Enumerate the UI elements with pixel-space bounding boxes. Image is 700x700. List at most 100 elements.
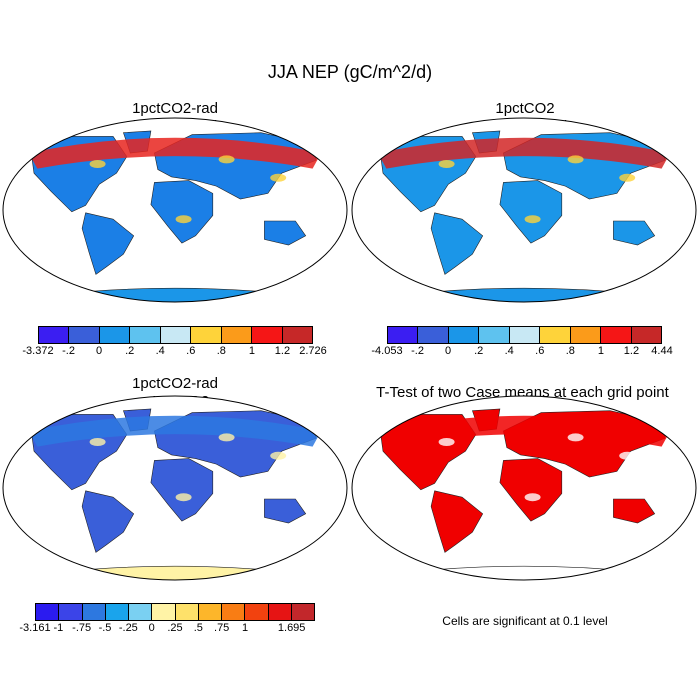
colorbar-swatch bbox=[508, 327, 540, 343]
antarctica-p2 bbox=[403, 287, 645, 302]
colorbar-swatch bbox=[39, 327, 69, 343]
colorbar-swatch bbox=[244, 604, 268, 620]
colorbar-swatch bbox=[539, 327, 570, 343]
colorbar-label: .2 bbox=[474, 345, 484, 357]
panel2-title-line1: 1pctCO2 bbox=[495, 100, 555, 117]
colorbar-label: 0 bbox=[148, 622, 155, 634]
colorbar-swatch bbox=[281, 327, 312, 343]
accent-patch-p2-3 bbox=[619, 173, 636, 182]
colorbar-swatch bbox=[220, 327, 252, 343]
colorbar-swatches bbox=[387, 326, 662, 344]
colorbar-panel-1: -3.372 -.2 0 .2 .4 .6 .8 1 1.2 2.726 bbox=[22, 326, 327, 358]
colorbar-label: -.2 bbox=[411, 345, 424, 357]
colorbar-label: .2 bbox=[125, 345, 135, 357]
continent-samerica-p3 bbox=[81, 490, 135, 553]
colorbar-label: .6 bbox=[535, 345, 545, 357]
colorbar-swatch bbox=[151, 604, 175, 620]
accent-patch-p2-1 bbox=[567, 155, 584, 164]
continent-africa-p4 bbox=[499, 458, 563, 522]
antarctica-p4 bbox=[403, 565, 645, 580]
accent-patch-p4-3 bbox=[619, 451, 636, 460]
continent-africa-p2 bbox=[499, 180, 563, 244]
colorbar-label: .4 bbox=[155, 345, 165, 357]
colorbar-swatch bbox=[290, 604, 314, 620]
colorbar-swatch bbox=[388, 327, 418, 343]
colorbar-label: .5 bbox=[193, 622, 203, 634]
colorbar-label: .25 bbox=[167, 622, 183, 634]
panel4-title-line1: T-Test of two Case means at each grid po… bbox=[376, 384, 669, 401]
map-panel-2-group bbox=[351, 117, 697, 303]
colorbar-label: -3.372 bbox=[22, 345, 54, 357]
continent-australia-p3 bbox=[264, 498, 307, 524]
colorbar-swatch bbox=[174, 604, 198, 620]
map-border-p3 bbox=[2, 395, 348, 581]
northern-band-p4 bbox=[377, 415, 671, 447]
accent-patch-p1-3 bbox=[270, 173, 287, 182]
colorbar-swatch bbox=[600, 327, 631, 343]
accent-patch-p3-2 bbox=[175, 493, 192, 502]
colorbar-label: 1.695 bbox=[277, 622, 306, 634]
accent-patch-p3-0 bbox=[89, 438, 106, 446]
accent-patch-p4-2 bbox=[524, 493, 541, 502]
colorbar-label: -.5 bbox=[98, 622, 112, 634]
antarctica-p1 bbox=[54, 287, 296, 302]
accent-patch-p1-0 bbox=[89, 160, 106, 168]
colorbar-swatch bbox=[190, 327, 221, 343]
colorbar-label: 1 bbox=[597, 345, 604, 357]
colorbar-label: -.75 bbox=[72, 622, 92, 634]
colorbar-swatches bbox=[35, 603, 315, 621]
map-border-p1 bbox=[2, 117, 348, 303]
colorbar-swatch bbox=[58, 604, 82, 620]
map-panel-3-group bbox=[2, 395, 348, 581]
colorbar-label: 1 bbox=[248, 345, 255, 357]
continent-australia-p4 bbox=[613, 498, 656, 524]
colorbar-label: 0 bbox=[445, 345, 452, 357]
colorbar-swatch bbox=[197, 604, 221, 620]
continent-samerica-p4 bbox=[430, 490, 484, 553]
panel4-title: T-Test of two Case means at each grid po… bbox=[345, 384, 700, 402]
panel3-title-line1: 1pctCO2-rad bbox=[132, 375, 218, 392]
panel1-title-line1: 1pctCO2-rad bbox=[132, 100, 218, 117]
main-title: JJA NEP (gC/m^2/d) bbox=[267, 62, 433, 82]
accent-patch-p1-1 bbox=[218, 155, 235, 164]
colorbar-panel-2: -4.053 -.2 0 .2 .4 .6 .8 1 1.2 4.44 bbox=[371, 326, 673, 358]
colorbar-swatch bbox=[417, 327, 448, 343]
colorbar-label: 4.44 bbox=[651, 345, 673, 357]
accent-patch-p4-1 bbox=[567, 433, 584, 442]
colorbar-label: -1 bbox=[53, 622, 64, 634]
colorbar-label: .6 bbox=[186, 345, 196, 357]
continent-samerica-p2 bbox=[430, 212, 484, 275]
colorbar-swatch bbox=[447, 327, 479, 343]
continent-australia-p1 bbox=[264, 220, 307, 246]
accent-patch-p2-2 bbox=[524, 215, 541, 224]
continent-africa-p1 bbox=[150, 180, 214, 244]
colorbar-label: -4.053 bbox=[371, 345, 403, 357]
colorbar-label: 0 bbox=[96, 345, 103, 357]
map-panel-1-group bbox=[2, 117, 348, 303]
colorbar-swatch bbox=[267, 604, 291, 620]
northern-band-p3 bbox=[28, 415, 322, 447]
colorbar-label: -.2 bbox=[62, 345, 75, 357]
colorbar-swatch bbox=[36, 604, 59, 620]
colorbar-swatch bbox=[104, 604, 128, 620]
colorbar-swatch bbox=[221, 604, 245, 620]
accent-patch-p1-2 bbox=[175, 215, 192, 224]
accent-patch-p3-3 bbox=[270, 451, 287, 460]
map-border-p4 bbox=[351, 395, 697, 581]
colorbar-label: 1.2 bbox=[274, 345, 291, 357]
antarctica-p3 bbox=[54, 565, 296, 580]
colorbar-swatch bbox=[68, 327, 99, 343]
colorbar-label: .8 bbox=[216, 345, 226, 357]
colorbar-label: 2.726 bbox=[299, 345, 327, 357]
colorbar-swatch bbox=[128, 604, 152, 620]
colorbar-label: -.25 bbox=[118, 622, 138, 634]
colorbar-panel-3: -3.161 -1 -.75 -.5 -.25 0 .25 .5 .75 1 1.695 bbox=[19, 603, 315, 635]
colorbar-label: .75 bbox=[214, 622, 230, 634]
colorbar-label: -3.161 bbox=[19, 622, 51, 634]
colorbar-label: .8 bbox=[565, 345, 575, 357]
colorbar-label: .4 bbox=[504, 345, 514, 357]
accent-patch-p2-0 bbox=[438, 160, 455, 168]
colorbar-swatches bbox=[38, 326, 313, 344]
continent-samerica-p1 bbox=[81, 212, 135, 275]
